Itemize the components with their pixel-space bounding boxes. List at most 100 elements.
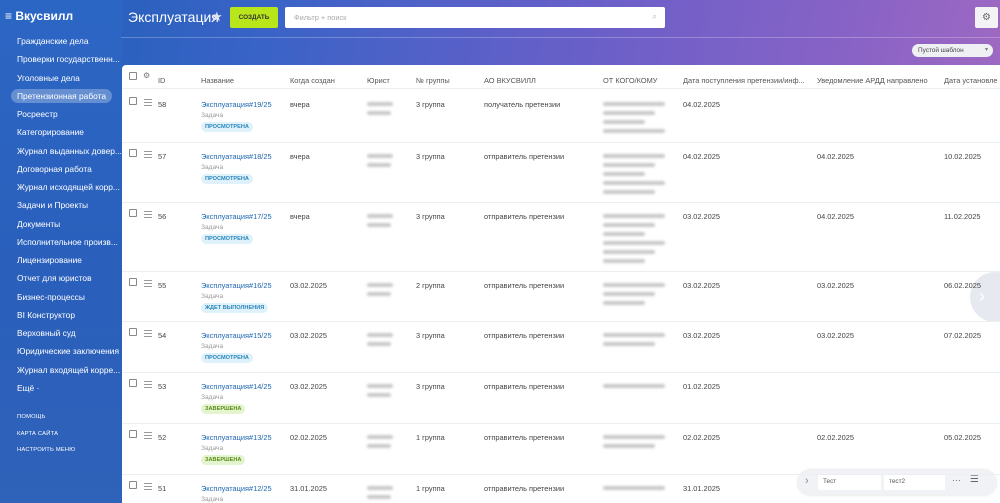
task-link[interactable]: Эксплуатация#15/25 xyxy=(201,331,272,340)
group: 2 группа xyxy=(416,281,445,290)
redacted-text xyxy=(367,292,391,296)
task-kind: Задача xyxy=(201,224,224,231)
redacted-text xyxy=(603,111,655,115)
status-badge: ЗАВЕРШЕНА xyxy=(201,404,246,414)
star-icon[interactable]: ★ xyxy=(211,9,223,24)
row-id: 51 xyxy=(158,484,167,493)
redacted-text xyxy=(603,283,665,287)
menu-item[interactable]: Документы xyxy=(17,218,61,229)
row-menu[interactable] xyxy=(144,432,152,439)
checkbox[interactable] xyxy=(129,430,137,438)
checkbox[interactable] xyxy=(129,328,137,336)
redacted-text xyxy=(367,393,391,397)
settings-button[interactable]: ⚙ xyxy=(975,7,998,28)
footer-link[interactable]: НАСТРОИТЬ МЕНЮ xyxy=(17,447,76,453)
row-separator xyxy=(122,372,1000,373)
task-link[interactable]: Эксплуатация#19/25 xyxy=(201,100,272,109)
task-link[interactable]: Эксплуатация#17/25 xyxy=(201,212,272,221)
task-link[interactable]: Эксплуатация#12/25 xyxy=(201,484,272,493)
redacted-text xyxy=(367,495,391,499)
column-header[interactable]: Уведомление АРДД направлено xyxy=(817,76,928,85)
create-button[interactable]: СОЗДАТЬ xyxy=(230,7,278,28)
expand-arrow[interactable]: › xyxy=(805,475,809,487)
checkbox[interactable] xyxy=(129,149,137,157)
menu-item[interactable]: BI Конструктор xyxy=(17,309,75,320)
menu-item[interactable]: Претензионная работа xyxy=(11,88,113,103)
more-icon[interactable]: ··· xyxy=(952,475,961,485)
row-menu[interactable] xyxy=(144,151,152,158)
column-header[interactable]: ID xyxy=(158,76,166,85)
column-header[interactable]: Юрист xyxy=(367,76,390,85)
role: отправитель претензии xyxy=(484,281,565,290)
menu-item[interactable]: Юридические заключения xyxy=(17,346,119,357)
menu-item[interactable]: Задачи и Проекты xyxy=(17,200,89,211)
column-header[interactable]: Дата поступления претензии/инф... xyxy=(683,76,805,85)
task-kind: Задача xyxy=(201,343,224,350)
row-menu[interactable] xyxy=(144,483,152,490)
row-menu[interactable] xyxy=(144,211,152,218)
redacted-text xyxy=(367,214,393,218)
column-header[interactable]: Название xyxy=(201,76,235,85)
column-header[interactable]: № группы xyxy=(416,76,450,85)
menu-item[interactable]: Категорирование xyxy=(17,127,84,138)
column-header[interactable]: Когда создан xyxy=(290,76,335,85)
menu-item[interactable]: Исполнительное произв... xyxy=(17,236,118,247)
task-kind: Задача xyxy=(201,496,224,503)
task-link[interactable]: Эксплуатация#16/25 xyxy=(201,281,272,290)
checkbox[interactable] xyxy=(129,209,137,217)
created: 31.01.2025 xyxy=(290,484,327,493)
menu-item[interactable]: Гражданские дела xyxy=(17,36,89,46)
row-menu[interactable] xyxy=(144,99,152,106)
redacted-text xyxy=(367,154,393,158)
redacted-text xyxy=(603,172,645,176)
menu-item[interactable]: Ещё · xyxy=(17,382,40,393)
settings-icon[interactable]: ⚙ xyxy=(143,71,151,80)
menu-item[interactable]: Журнал входящей корре... xyxy=(17,364,121,375)
footer-link[interactable]: ПОМОЩЬ xyxy=(17,414,46,420)
row-menu[interactable] xyxy=(144,381,152,388)
search-input[interactable]: Фильтр + поиск ⌕ xyxy=(285,7,665,28)
row-menu[interactable] xyxy=(144,280,152,287)
redacted-text xyxy=(603,292,655,296)
footer-link[interactable]: КАРТА САЙТА xyxy=(17,430,59,437)
input[interactable]: Тест xyxy=(818,474,881,490)
menu-item[interactable]: Бизнес-процессы xyxy=(17,291,85,302)
checkbox[interactable] xyxy=(129,379,137,387)
received: 03.02.2025 xyxy=(683,281,720,290)
input[interactable]: тест2 xyxy=(884,474,945,490)
redacted-text xyxy=(603,102,665,106)
row-id: 53 xyxy=(158,382,167,391)
checkbox[interactable] xyxy=(129,97,137,105)
menu-item[interactable]: Росреестр xyxy=(17,109,58,119)
list-icon[interactable]: ☰ xyxy=(970,474,979,485)
task-link[interactable]: Эксплуатация#13/25 xyxy=(201,433,272,442)
menu-item[interactable]: Журнал выданных довер... xyxy=(17,145,122,156)
menu-item[interactable]: Лицензирование xyxy=(17,255,82,265)
task-link[interactable]: Эксплуатация#14/25 xyxy=(201,382,272,391)
template-button[interactable]: Пустой шаблон ▾ xyxy=(912,44,993,57)
received: 03.02.2025 xyxy=(683,212,720,221)
menu-item[interactable]: Отчет для юристов xyxy=(17,273,92,284)
row-id: 57 xyxy=(158,152,167,161)
checkbox[interactable] xyxy=(129,72,137,80)
column-header[interactable]: АО ВКУСВИЛЛ xyxy=(484,76,536,85)
menu-item[interactable]: Журнал исходящей корр... xyxy=(17,182,120,192)
received: 01.02.2025 xyxy=(683,382,720,391)
menu-item[interactable]: Верховный суд xyxy=(17,328,76,338)
task-link[interactable]: Эксплуатация#18/25 xyxy=(201,152,272,161)
received: 31.01.2025 xyxy=(683,484,720,493)
logo[interactable]: ≡ Вкусвилл xyxy=(5,9,74,23)
menu-item[interactable]: Проверки государственн... xyxy=(17,54,120,65)
row-separator xyxy=(122,423,1000,424)
redacted-text xyxy=(603,129,665,133)
column-header[interactable]: Дата установле xyxy=(944,76,998,85)
column-header[interactable]: ОТ КОГО/КОМУ xyxy=(603,76,658,85)
row-menu[interactable] xyxy=(144,330,152,337)
menu-item[interactable]: Уголовные дела xyxy=(17,72,80,83)
task-kind: Задача xyxy=(201,164,224,171)
redacted-text xyxy=(603,163,655,167)
redacted-text xyxy=(603,181,665,185)
menu-item[interactable]: Договорная работа xyxy=(17,163,92,174)
checkbox[interactable] xyxy=(129,278,137,286)
checkbox[interactable] xyxy=(129,481,137,489)
